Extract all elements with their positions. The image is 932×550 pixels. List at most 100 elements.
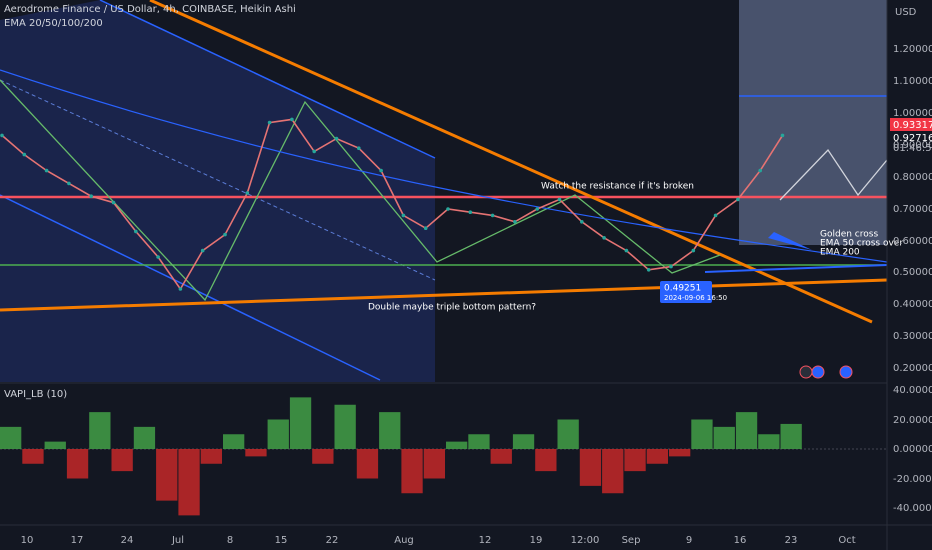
osc-bar — [334, 404, 356, 449]
time-tick: 23 — [785, 535, 798, 546]
osc-bar — [133, 426, 156, 449]
price-point — [156, 255, 160, 259]
osc-bar — [156, 449, 178, 501]
osc-bar — [356, 449, 379, 479]
price-point — [245, 191, 250, 195]
price-tick: 0.50000 — [893, 267, 932, 278]
ema-line — [704, 264, 888, 273]
arrow — [768, 232, 812, 250]
osc-bar — [602, 449, 624, 494]
price-point — [669, 264, 673, 269]
time-tick: Sep — [622, 535, 641, 546]
price-point — [134, 229, 138, 234]
osc-bar — [446, 441, 468, 449]
bottom-note: Double maybe triple bottom pattern? — [368, 303, 536, 313]
marks — [0, 117, 802, 516]
projection-box — [739, 0, 887, 245]
projection-zigzag — [779, 148, 888, 201]
osc-bar — [535, 449, 557, 472]
downtrend-line — [149, 0, 873, 324]
osc-bar — [624, 449, 646, 472]
price-point — [580, 220, 584, 224]
osc-bar — [267, 419, 289, 449]
osc-tick: 20.00000 — [893, 415, 932, 426]
resistance-note: Watch the resistance if it's broken — [541, 182, 694, 192]
osc-bar — [379, 412, 401, 449]
osc-bar — [780, 423, 802, 449]
price-point — [357, 146, 361, 150]
price-point — [423, 226, 428, 230]
time-tick: 24 — [121, 535, 134, 546]
time-tick: 12 — [479, 535, 492, 546]
price-point — [44, 168, 49, 173]
low-date: 2024-09-06 16:50 — [664, 294, 727, 302]
last-price: 0.93317 — [893, 120, 932, 131]
time-tick: 8 — [227, 535, 233, 546]
osc-bar — [223, 434, 245, 449]
event-icon[interactable] — [839, 365, 853, 379]
price-point — [446, 207, 450, 211]
osc-bar — [691, 419, 713, 449]
osc-bar — [758, 434, 780, 449]
time-tick: 22 — [326, 535, 339, 546]
price-tick: 1.00000 — [893, 108, 932, 119]
price-tick: 0.80000 — [893, 172, 932, 183]
osc-bar — [669, 449, 691, 457]
price-point — [312, 149, 317, 154]
price-point — [111, 200, 116, 205]
price-point — [401, 213, 406, 218]
price-point — [178, 287, 183, 291]
time-tick: 9 — [686, 535, 692, 546]
time-tick: Aug — [394, 535, 414, 546]
osc-tick: -40.00000 — [893, 503, 932, 514]
price-point — [22, 152, 27, 157]
osc-bar — [89, 412, 111, 449]
price-tick: 0.20000 — [893, 363, 932, 374]
last-tag — [890, 118, 932, 131]
price-point — [691, 248, 696, 253]
cross-note: EMA 200 — [820, 248, 860, 258]
time-tick: Oct — [838, 535, 855, 546]
price-point — [736, 197, 740, 202]
price-tick: 1.20000 — [893, 44, 932, 55]
time-tick: 15 — [275, 535, 288, 546]
currency[interactable]: USD — [895, 7, 917, 18]
price-point — [713, 213, 718, 218]
uptrend-line — [0, 278, 888, 312]
osc-bar — [713, 426, 735, 449]
channel-top — [99, 0, 436, 159]
price-point — [624, 248, 629, 253]
osc-bar — [22, 449, 44, 464]
price-point — [334, 136, 339, 141]
channel-bottom — [0, 194, 381, 381]
price-point — [557, 197, 562, 202]
osc-bar — [312, 449, 334, 464]
price-tick: 0.30000 — [893, 331, 932, 342]
price-point — [200, 248, 205, 253]
osc-bar — [66, 449, 89, 479]
price-point — [379, 168, 383, 173]
osc-bar — [735, 412, 758, 449]
time-tick: Jul — [171, 535, 184, 546]
event-icon[interactable] — [811, 365, 825, 379]
price-point — [513, 220, 517, 224]
osc-bar — [490, 449, 512, 464]
time-tick: 12:00 — [571, 535, 600, 546]
time-tick: 17 — [71, 535, 84, 546]
price-point — [780, 133, 785, 138]
price-tick: 0.90000 — [893, 140, 932, 151]
event-icon[interactable] — [799, 365, 813, 379]
osc-bar — [423, 449, 445, 479]
price-point — [490, 213, 495, 218]
price-point — [468, 210, 473, 214]
time-tick: 19 — [530, 535, 543, 546]
close-price: 0.92716 — [893, 133, 932, 144]
price-point — [67, 181, 71, 186]
osc-bar — [512, 434, 535, 449]
osc-bar — [557, 419, 579, 449]
osc-bar — [401, 449, 423, 494]
price-point — [223, 232, 227, 237]
osc-bar — [111, 449, 133, 472]
price-point — [290, 117, 294, 122]
